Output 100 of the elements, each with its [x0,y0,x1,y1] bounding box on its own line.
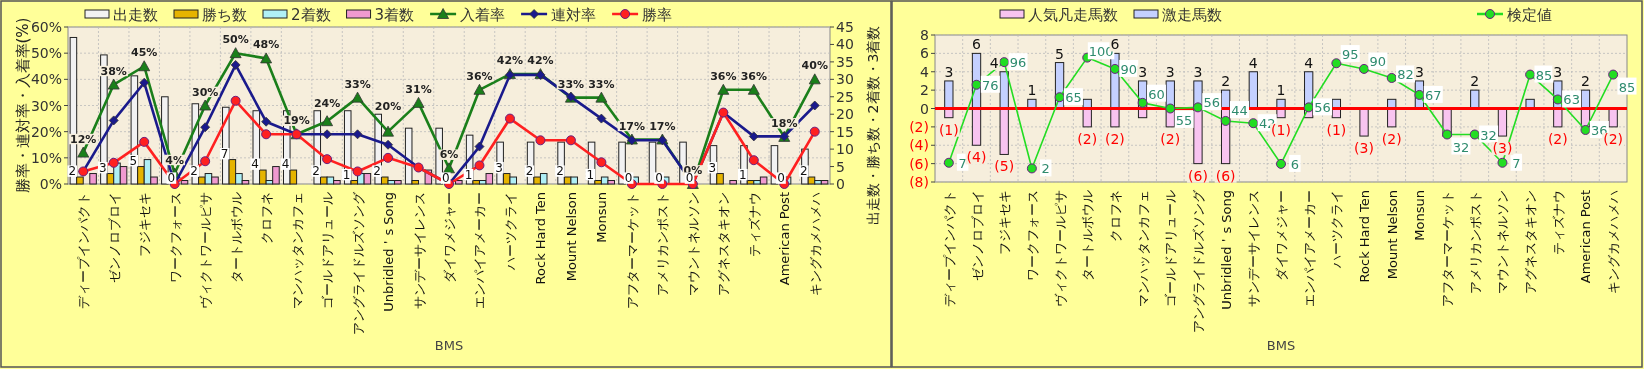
data-label: 20% [374,100,402,114]
y2-tick-label: 40 [836,36,854,53]
x-tick-label: American Post [1578,190,1594,284]
data-label: 2 [1041,161,1050,177]
data-label: 3 [495,160,503,175]
legend-label: 2着数 [291,6,331,24]
data-label: 2 [190,164,199,179]
x-tick-label: ディープインパクト [76,192,92,309]
y-tick-label: 4 [920,63,930,80]
x-tick-label: マンハッタンカフェ [1135,190,1151,307]
data-label: (6) [1188,167,1208,184]
data-label: 90 [1120,61,1138,77]
x-tick-label: マンハッタンカフェ [289,192,305,309]
y2-tick-label: 45 [836,19,854,35]
data-label: 2 [373,164,381,179]
data-label: 4 [1304,54,1314,71]
data-label: 7 [1512,155,1521,171]
data-label: 2 [68,164,77,179]
y2-axis-title: 出走数・勝ち数・2着数・3着数 [865,25,881,226]
data-label: 7 [958,155,967,171]
data-label: 95 [1341,47,1359,63]
y-tick-label: 60% [30,19,62,35]
data-label: 85 [1618,79,1636,95]
y-axis-title: 勝率・連対率・入着率(%) [14,17,32,194]
data-label: 3 [708,160,717,175]
data-label: 17% [649,119,676,133]
data-label: 63 [1563,92,1580,108]
data-label: 50% [222,33,249,47]
x-tick-label: Unbridled＇s Song [1218,190,1234,310]
data-label: 44 [1231,103,1248,119]
data-label: 31% [405,82,432,96]
x-tick-label: ワークフォース [167,192,183,283]
legend-label: 検定値 [1507,6,1552,24]
data-label: (3) [1492,140,1513,157]
y-tick-label: 30% [30,97,62,114]
data-label: 6 [1290,156,1299,172]
data-label: 42% [496,54,524,68]
data-label: 65 [1065,90,1082,106]
y2-tick-label: 30 [836,71,854,88]
data-label: 19% [283,114,310,128]
x-tick-label: クロフネ [259,192,275,244]
y-tick-label: 0% [39,176,62,192]
x-tick-label: Unbridled＇s Song [381,192,397,312]
y-tick-label: 8 [920,27,929,43]
x-tick-label: ディープインパクト [941,190,957,307]
legend-label: 人気凡走馬数 [1028,6,1118,24]
data-label: 7 [220,146,229,161]
x-tick-label: サンデーサイレンス [411,192,427,309]
data-label: 0 [167,171,176,185]
data-label: (4) [966,149,987,166]
legend-label: 3着数 [374,6,415,24]
x-tick-label: アングライドルズソング [1190,189,1206,333]
data-label: 1 [1276,82,1286,99]
data-label: 30% [191,85,219,99]
data-label: (2) [1381,130,1402,147]
y-tick-label: (6) [909,155,929,172]
x-tick-label: アフターマーケット [624,192,640,309]
x-tick-label: ゼンノロブロイ [969,190,985,281]
legend-label: 勝率 [642,6,673,24]
y2-tick-label: 15 [836,123,854,140]
x-tick-label: ティズナウ [1550,190,1566,255]
data-label: 2 [1470,73,1480,90]
data-label: 5 [1055,45,1065,62]
data-label: 56 [1203,95,1221,111]
data-label: 33% [557,77,585,91]
x-tick-label: タートルボウル [1080,190,1096,281]
x-tick-label: フジキセキ [997,190,1013,255]
x-tick-label: Mount Nelson [1384,190,1400,280]
y-tick-label: 2 [920,82,929,99]
data-label: 2 [312,164,320,179]
data-label: 2 [799,164,808,179]
y2-tick-label: 0 [836,176,845,192]
y-tick-label: 40% [30,71,62,88]
x-tick-label: Monsun [1412,190,1428,241]
x-tick-label: ヴィクトワールピサ [1052,190,1068,307]
y2-tick-label: 35 [836,53,854,70]
y-tick-label: 0 [920,100,929,117]
x-tick-label: ダイワメジャー [442,192,457,283]
data-label: 3 [1193,63,1203,80]
data-label: 6% [439,148,459,162]
x-tick-label: キングカメハメハ [1606,190,1622,294]
data-label: 4 [1248,54,1258,71]
x-tick-label: ゴールドアリュール [320,192,336,309]
x-tick-label: エンパイアメーカー [1301,190,1317,307]
y-tick-label: (4) [909,137,929,154]
data-label: (2) [1105,130,1125,147]
data-label: (6) [1215,167,1236,184]
data-label: 3 [98,160,107,175]
data-label: 42% [527,54,554,68]
data-label: 1 [739,167,747,182]
data-label: 40% [801,59,828,73]
x-tick-label: ハーツクライ [502,192,518,271]
data-label: 0 [655,171,663,185]
data-label: 60 [1148,86,1165,102]
data-label: 4 [251,157,259,172]
data-label: (3) [1354,140,1374,157]
data-label: 55 [1175,112,1193,128]
data-label: 45% [131,46,158,60]
y-tick-label: 20% [30,123,62,140]
x-tick-label: アメリカンポスト [655,192,671,296]
